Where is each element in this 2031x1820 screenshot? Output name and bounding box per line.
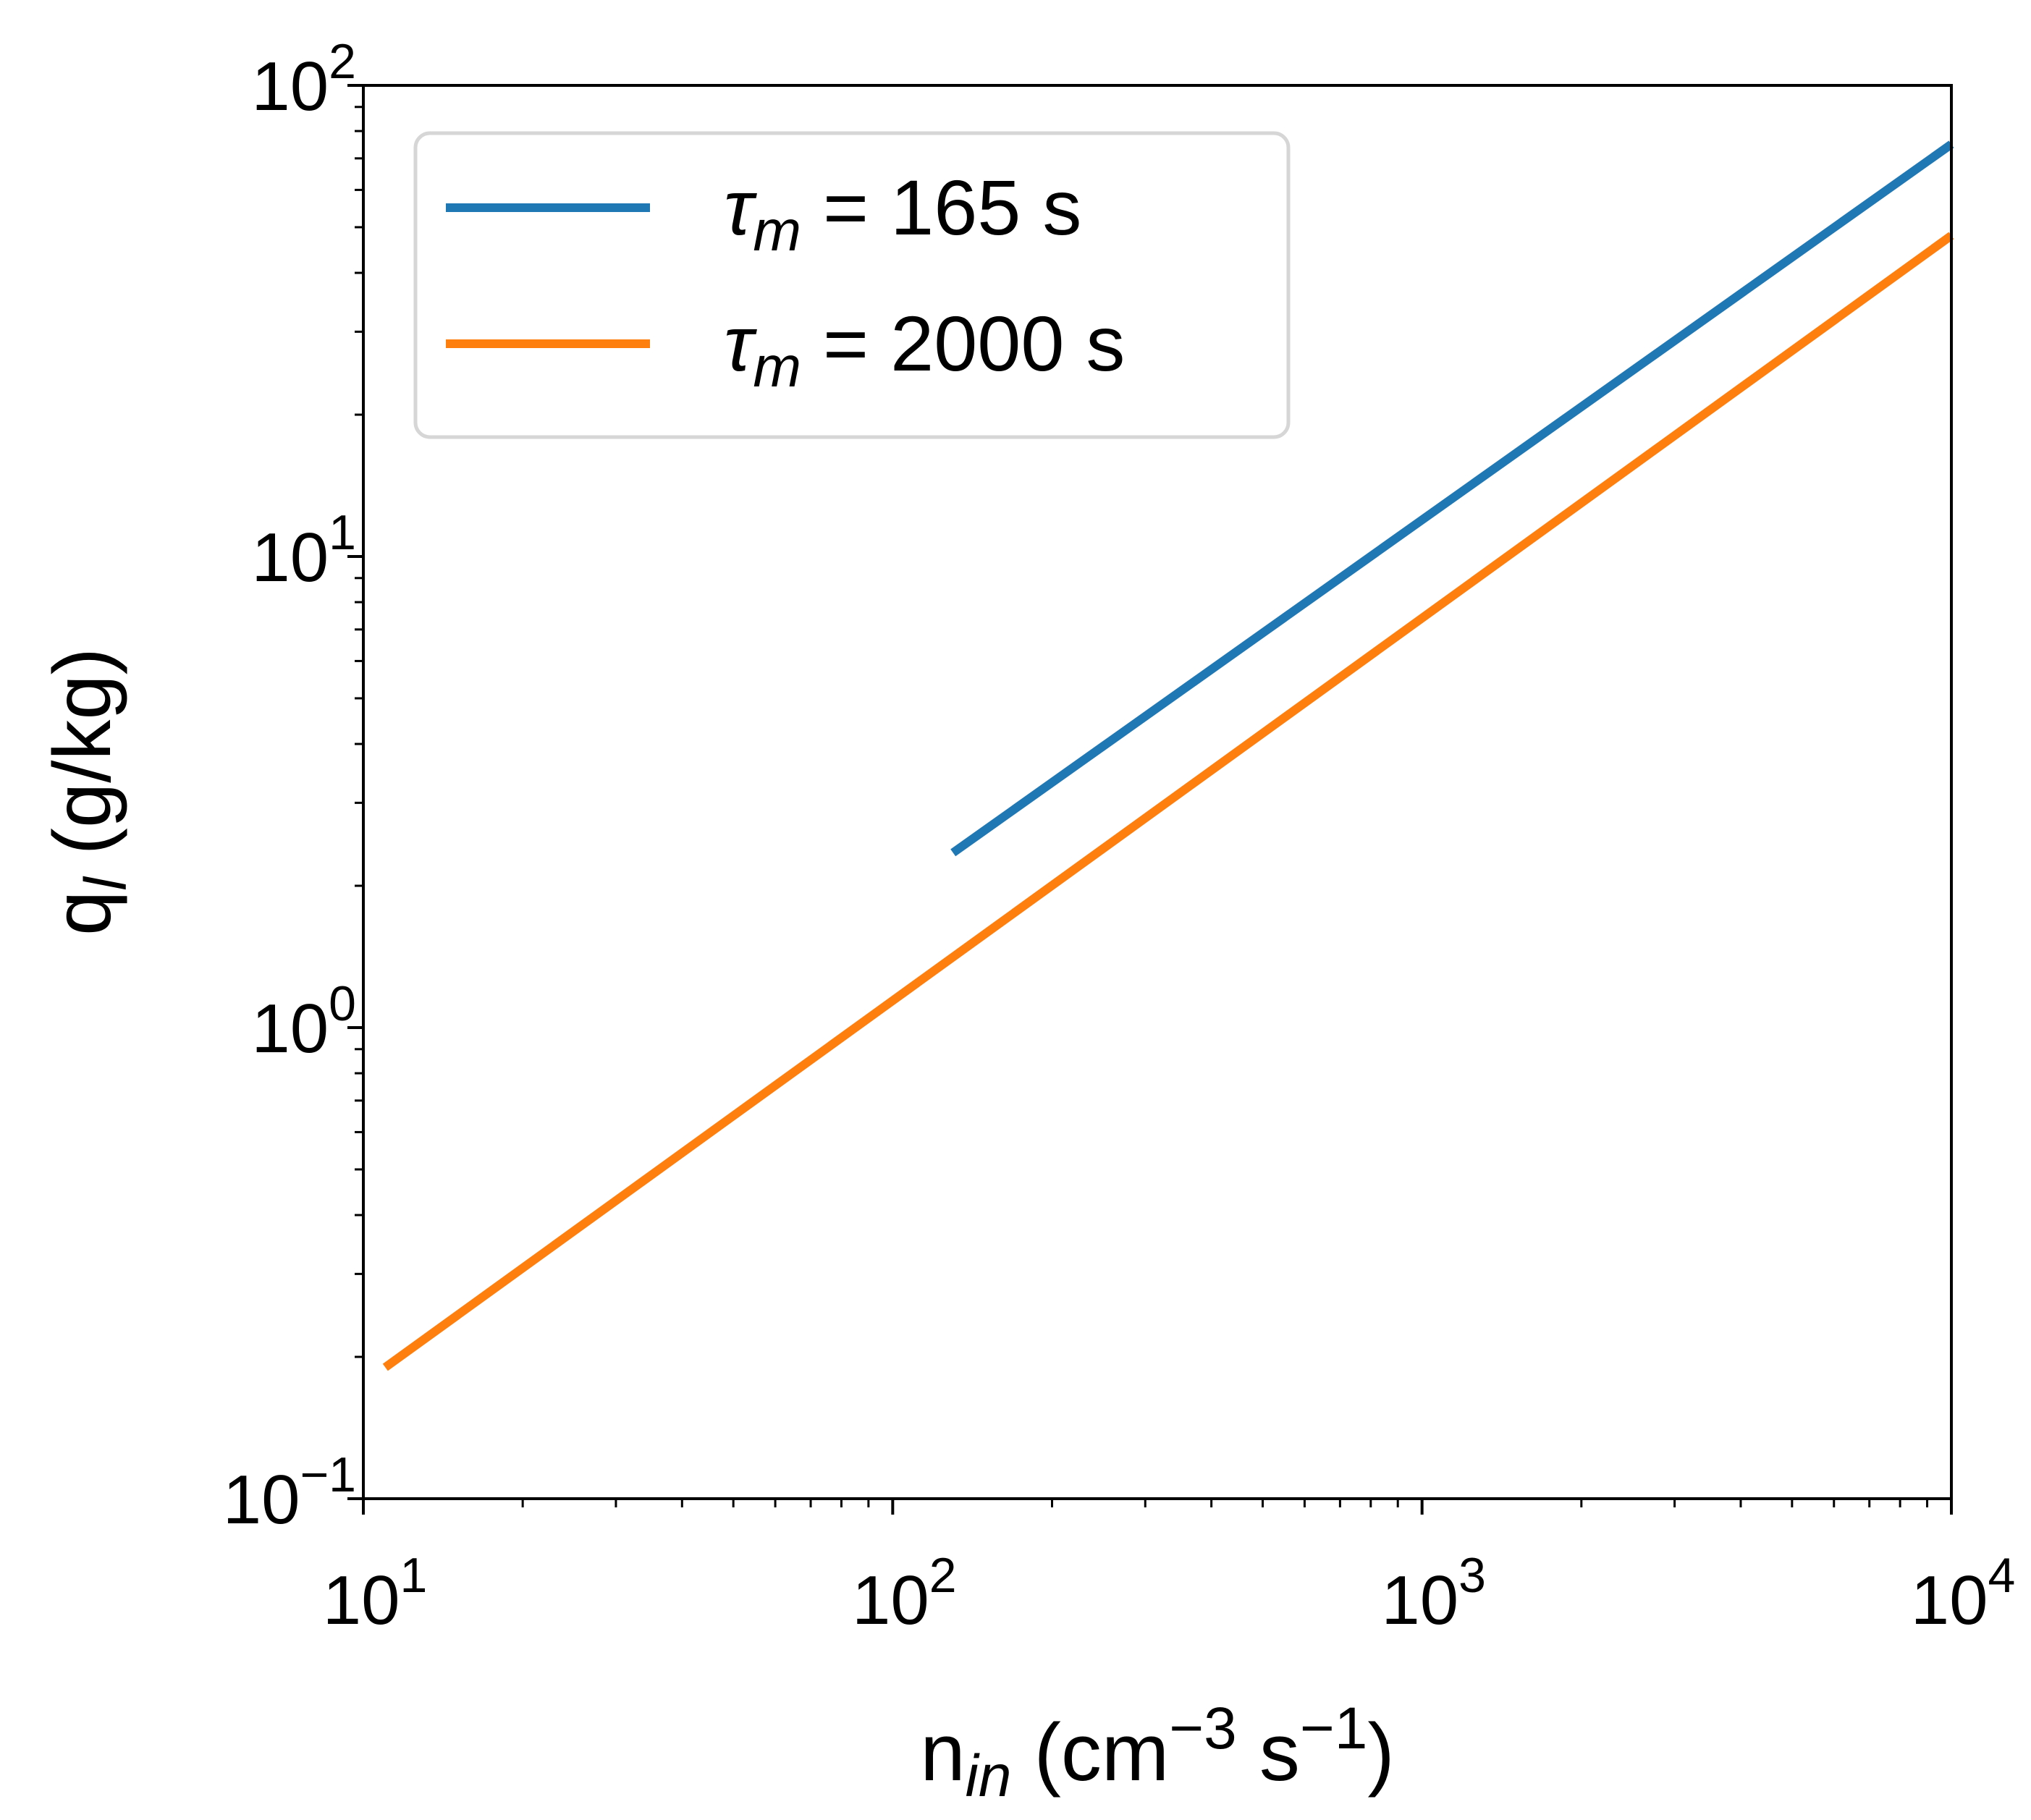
series-line-2 — [382, 232, 1954, 1371]
legend-label-series-1: τm = 165 s — [724, 164, 1081, 263]
y-axis-label-unit: (g/kg) — [37, 648, 127, 877]
y-tick-labels: 10−1 100 101 102 — [223, 34, 356, 1538]
y-tick-label: 102 — [251, 34, 356, 125]
x-tick-label: 103 — [1381, 1548, 1486, 1639]
x-axis-label-base: n — [920, 1707, 965, 1798]
series-layer — [382, 140, 1954, 1371]
y-axis-label-base: q — [37, 891, 127, 936]
y-tick-label: 10−1 — [223, 1447, 356, 1538]
legend-rest-series-1: = 165 s — [801, 164, 1081, 251]
legend-sub-series-1: m — [753, 198, 801, 263]
x-axis-label-exp1: −3 — [1169, 1696, 1237, 1761]
major-ticks — [347, 84, 1953, 1515]
x-axis-label-exp2: −1 — [1300, 1696, 1368, 1761]
plot-frame — [362, 84, 1953, 1500]
legend-symbol-series-1: τ — [724, 164, 757, 251]
y-tick-label: 100 — [251, 976, 356, 1067]
legend-rest-series-2: = 2000 s — [801, 300, 1125, 387]
legend-label-series-2: τm = 2000 s — [724, 300, 1125, 399]
x-tick-label: 102 — [852, 1548, 957, 1639]
x-axis-label-sub: in — [966, 1743, 1012, 1809]
x-axis-label-close: ) — [1367, 1707, 1394, 1798]
legend: τm = 165 s τm = 2000 s — [413, 131, 1291, 439]
x-tick-label: 101 — [323, 1548, 428, 1639]
y-axis-label: ql (g/kg) — [37, 648, 139, 936]
legend-symbol-series-2: τ — [724, 300, 757, 387]
x-axis-label-open: (cm — [1011, 1707, 1169, 1798]
x-tick-label: 104 — [1911, 1548, 2016, 1639]
series-line-1 — [950, 140, 1954, 857]
y-axis-label-sub: l — [73, 876, 139, 891]
x-axis-label-mid: s — [1237, 1707, 1300, 1798]
y-tick-label: 101 — [251, 505, 356, 596]
x-tick-labels: 101 102 103 104 — [323, 1548, 2016, 1639]
x-axis-label: nin (cm−3 s−1) — [920, 1696, 1394, 1809]
legend-sub-series-2: m — [753, 334, 801, 399]
